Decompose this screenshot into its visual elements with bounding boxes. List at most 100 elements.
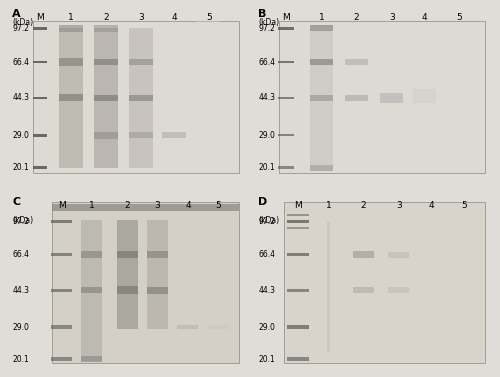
- Text: 4: 4: [185, 201, 191, 210]
- Bar: [82, 356, 102, 362]
- Bar: [59, 25, 82, 32]
- Text: 4: 4: [428, 201, 434, 210]
- Text: 66.4: 66.4: [12, 250, 29, 259]
- Text: 2: 2: [103, 13, 109, 22]
- Bar: [147, 251, 168, 258]
- Text: 20.1: 20.1: [258, 354, 275, 363]
- Bar: [51, 325, 72, 329]
- Bar: [288, 357, 308, 360]
- Text: 66.4: 66.4: [258, 250, 275, 259]
- Text: 66.4: 66.4: [12, 58, 29, 67]
- Text: 97.2: 97.2: [12, 217, 29, 226]
- Bar: [52, 204, 240, 211]
- Bar: [51, 288, 72, 292]
- Bar: [310, 95, 333, 101]
- Bar: [94, 95, 118, 101]
- Bar: [388, 287, 409, 293]
- Bar: [116, 251, 138, 259]
- Text: M: M: [294, 201, 302, 210]
- Text: 4: 4: [171, 13, 176, 22]
- Text: 3: 3: [154, 201, 160, 210]
- Text: M: M: [58, 201, 66, 210]
- Bar: [328, 222, 330, 352]
- Bar: [51, 357, 72, 360]
- Text: 5: 5: [206, 13, 212, 22]
- Text: (kDa): (kDa): [12, 216, 34, 225]
- Bar: [278, 166, 294, 169]
- Bar: [34, 166, 48, 169]
- Bar: [310, 165, 333, 170]
- Text: 44.3: 44.3: [12, 93, 29, 102]
- Text: 5: 5: [216, 201, 222, 210]
- Text: 44.3: 44.3: [258, 93, 275, 102]
- Text: 4: 4: [422, 13, 428, 22]
- Bar: [412, 89, 436, 103]
- Bar: [345, 59, 368, 65]
- Bar: [353, 287, 374, 293]
- Bar: [34, 97, 48, 99]
- Bar: [310, 59, 333, 65]
- Bar: [52, 202, 240, 363]
- Text: 20.1: 20.1: [12, 354, 29, 363]
- Bar: [208, 325, 229, 329]
- Text: 20.1: 20.1: [258, 163, 275, 172]
- Text: 66.4: 66.4: [258, 58, 275, 67]
- Bar: [353, 251, 374, 258]
- Bar: [116, 220, 138, 329]
- Bar: [130, 28, 153, 168]
- Text: 29.0: 29.0: [258, 323, 275, 331]
- Bar: [147, 220, 168, 329]
- Text: 97.2: 97.2: [12, 24, 29, 33]
- Bar: [116, 287, 138, 294]
- Text: 1: 1: [68, 13, 74, 22]
- Bar: [59, 58, 82, 66]
- Text: B: B: [258, 9, 266, 19]
- Bar: [380, 93, 404, 103]
- Bar: [82, 251, 102, 258]
- Text: 44.3: 44.3: [12, 286, 29, 294]
- Text: M: M: [36, 13, 44, 22]
- Bar: [288, 214, 308, 216]
- Bar: [310, 26, 333, 31]
- Bar: [130, 132, 153, 138]
- Bar: [59, 94, 82, 101]
- Bar: [288, 253, 308, 256]
- Bar: [388, 252, 409, 258]
- Bar: [288, 288, 308, 292]
- Bar: [130, 95, 153, 101]
- Bar: [34, 134, 48, 136]
- Text: 1: 1: [326, 201, 332, 210]
- Bar: [34, 21, 240, 173]
- Text: 3: 3: [396, 201, 402, 210]
- Bar: [34, 61, 48, 63]
- Bar: [34, 27, 48, 30]
- Text: 29.0: 29.0: [12, 323, 29, 331]
- Bar: [284, 202, 486, 363]
- Bar: [162, 132, 186, 138]
- Bar: [51, 220, 72, 223]
- Text: 1: 1: [318, 13, 324, 22]
- Text: 1: 1: [89, 201, 95, 210]
- Bar: [288, 220, 308, 223]
- Text: 5: 5: [456, 13, 462, 22]
- Text: A: A: [12, 9, 21, 19]
- Bar: [198, 21, 220, 173]
- Text: 2: 2: [124, 201, 130, 210]
- Text: 2: 2: [360, 201, 366, 210]
- Bar: [280, 21, 486, 173]
- Text: C: C: [12, 197, 20, 207]
- Text: 29.0: 29.0: [12, 131, 29, 140]
- Bar: [94, 132, 118, 139]
- Text: 3: 3: [138, 13, 144, 22]
- Text: 97.2: 97.2: [258, 217, 275, 226]
- Bar: [288, 325, 308, 329]
- Bar: [278, 97, 294, 99]
- Text: D: D: [258, 197, 268, 207]
- Bar: [345, 95, 368, 101]
- Bar: [278, 61, 294, 63]
- Bar: [59, 28, 82, 168]
- Text: 97.2: 97.2: [258, 24, 275, 33]
- Text: M: M: [282, 13, 290, 22]
- Text: 2: 2: [354, 13, 360, 22]
- Text: 20.1: 20.1: [12, 163, 29, 172]
